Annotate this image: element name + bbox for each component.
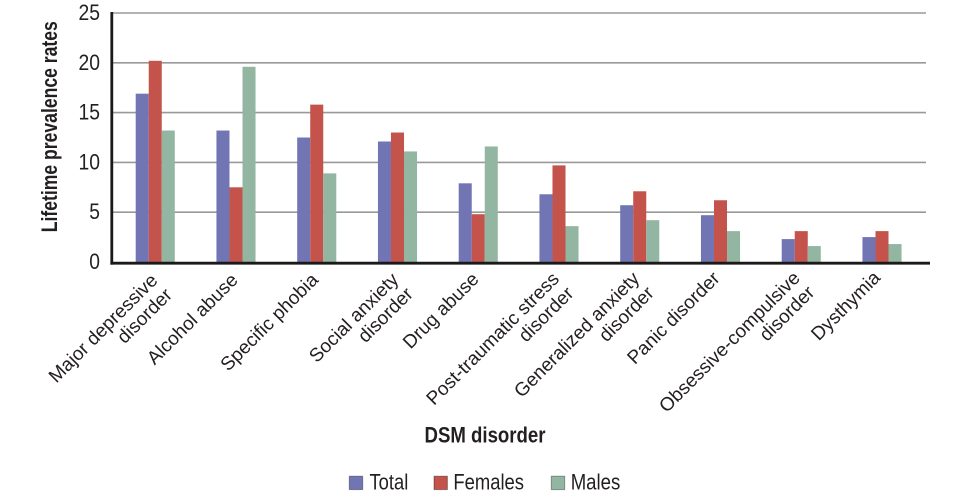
svg-text:Females: Females	[453, 470, 524, 495]
svg-text:Males: Males	[571, 470, 621, 495]
svg-text:0: 0	[89, 249, 100, 274]
svg-text:Obsessive-compulsivedisorder: Obsessive-compulsivedisorder	[655, 267, 819, 431]
svg-text:Social anxietydisorder: Social anxietydisorder	[305, 269, 418, 382]
svg-text:Major depressivedisorder: Major depressivedisorder	[45, 270, 177, 402]
svg-text:5: 5	[89, 199, 100, 224]
svg-text:Drug abuse: Drug abuse	[399, 269, 483, 353]
svg-text:10: 10	[79, 149, 101, 174]
svg-text:20: 20	[79, 50, 101, 75]
svg-text:Dysthymia: Dysthymia	[807, 267, 885, 345]
svg-text:Total: Total	[370, 470, 409, 495]
svg-text:15: 15	[79, 100, 101, 125]
svg-text:25: 25	[79, 0, 101, 25]
svg-text:Lifetime prevalence rates: Lifetime prevalence rates	[37, 21, 62, 232]
svg-text:DSM disorder: DSM disorder	[425, 422, 546, 447]
